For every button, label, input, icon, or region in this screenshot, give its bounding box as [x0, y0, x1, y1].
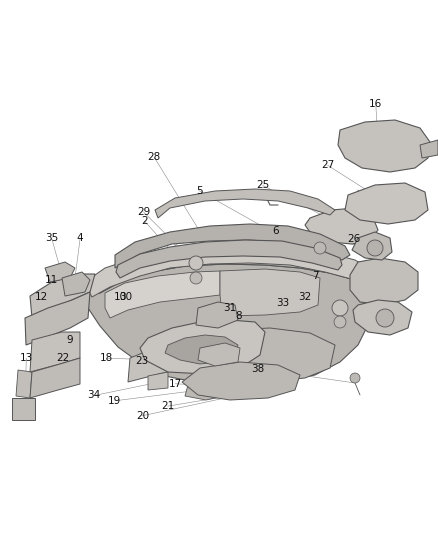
- Polygon shape: [140, 320, 265, 374]
- Polygon shape: [16, 370, 32, 398]
- Text: 4: 4: [77, 233, 84, 243]
- Text: 7: 7: [312, 271, 319, 281]
- Text: 32: 32: [298, 293, 311, 302]
- Polygon shape: [62, 272, 90, 296]
- Circle shape: [332, 300, 348, 316]
- Circle shape: [376, 309, 394, 327]
- Polygon shape: [88, 244, 374, 297]
- Text: 12: 12: [35, 293, 48, 302]
- Polygon shape: [305, 208, 378, 244]
- Polygon shape: [338, 120, 430, 172]
- Polygon shape: [45, 262, 75, 282]
- Text: 30: 30: [120, 293, 133, 302]
- Text: 35: 35: [45, 233, 58, 243]
- Text: 27: 27: [321, 160, 334, 170]
- Text: 23: 23: [136, 357, 149, 366]
- Text: 34: 34: [88, 391, 101, 400]
- Text: 9: 9: [67, 335, 74, 345]
- Text: 21: 21: [161, 401, 174, 411]
- Text: 8: 8: [235, 311, 242, 320]
- Text: 5: 5: [196, 186, 203, 196]
- Polygon shape: [353, 300, 412, 335]
- Polygon shape: [196, 302, 238, 328]
- Text: 33: 33: [276, 298, 289, 308]
- Polygon shape: [25, 292, 90, 345]
- Text: 29: 29: [137, 207, 150, 217]
- Polygon shape: [178, 328, 335, 382]
- Polygon shape: [30, 358, 80, 398]
- Polygon shape: [420, 140, 438, 158]
- Polygon shape: [88, 264, 372, 385]
- Polygon shape: [115, 224, 350, 268]
- Text: 38: 38: [251, 364, 264, 374]
- Text: 25: 25: [256, 181, 269, 190]
- Text: 20: 20: [136, 411, 149, 421]
- Circle shape: [189, 256, 203, 270]
- Text: 26: 26: [347, 234, 360, 244]
- Text: 28: 28: [148, 152, 161, 162]
- Polygon shape: [352, 232, 392, 260]
- Polygon shape: [165, 335, 238, 364]
- Text: 6: 6: [272, 226, 279, 236]
- Polygon shape: [198, 343, 240, 366]
- Circle shape: [190, 272, 202, 284]
- Polygon shape: [116, 240, 342, 278]
- Circle shape: [334, 316, 346, 328]
- Text: 16: 16: [369, 99, 382, 109]
- Polygon shape: [30, 332, 80, 372]
- Text: 19: 19: [108, 396, 121, 406]
- Polygon shape: [12, 398, 35, 420]
- Polygon shape: [350, 258, 418, 305]
- Circle shape: [350, 373, 360, 383]
- Polygon shape: [345, 183, 428, 224]
- Polygon shape: [88, 253, 375, 293]
- Polygon shape: [148, 372, 168, 390]
- Text: 2: 2: [141, 216, 148, 226]
- Text: 13: 13: [20, 353, 33, 363]
- Circle shape: [367, 240, 383, 256]
- Polygon shape: [220, 269, 320, 316]
- Polygon shape: [105, 271, 220, 318]
- Polygon shape: [182, 362, 300, 400]
- Polygon shape: [30, 274, 95, 318]
- Text: 18: 18: [100, 353, 113, 363]
- Polygon shape: [155, 189, 335, 218]
- Text: 31: 31: [223, 303, 237, 313]
- Circle shape: [314, 242, 326, 254]
- Text: 10: 10: [114, 293, 127, 302]
- Polygon shape: [185, 378, 230, 400]
- Text: 17: 17: [169, 379, 182, 389]
- Text: 22: 22: [56, 353, 69, 363]
- Polygon shape: [128, 345, 175, 382]
- Text: 11: 11: [45, 275, 58, 285]
